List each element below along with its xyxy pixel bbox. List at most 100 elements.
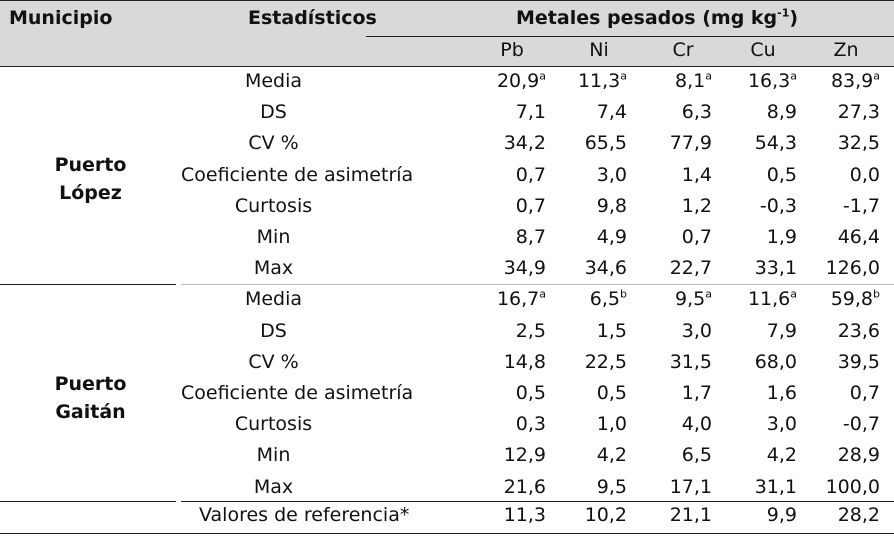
table-cell: -0,7	[843, 415, 880, 434]
reference-separator-municipio	[0, 501, 176, 502]
table-cell: 7,9	[767, 321, 797, 341]
row-stat-label: Media	[244, 70, 303, 92]
cell-value: 8,1	[675, 70, 706, 92]
reference-label: Valores de referencia*	[199, 504, 410, 526]
cell-value: 8,7	[515, 226, 546, 248]
row-stat-label: Curtosis	[234, 413, 313, 436]
table-cell: 22,7	[670, 259, 712, 278]
cell-value: 46,4	[837, 226, 880, 248]
table-cell: -0,3	[759, 194, 797, 217]
cell-value: 0,3	[515, 413, 546, 436]
cell-value: 0,7	[515, 163, 546, 186]
table-cell: 22,5	[585, 352, 627, 372]
table-cell: 0,5	[597, 384, 627, 403]
table-cell: 0,0	[849, 163, 880, 186]
cell-value: 11,6	[747, 288, 791, 311]
table-cell: 14,8	[504, 352, 546, 372]
cell-superscript: a	[873, 69, 880, 83]
group-separator	[181, 284, 894, 285]
table-cell: 34,9	[504, 259, 546, 278]
reference-separator	[181, 501, 894, 502]
table-cell: 12,9	[504, 446, 546, 465]
table-cell: 17,1	[669, 475, 712, 498]
cell-superscript: a	[620, 69, 627, 83]
row-stat-label: Min	[256, 226, 291, 248]
table-cell: 8,9	[767, 103, 797, 122]
reference-value: 9,9	[766, 504, 797, 526]
cell-superscript: a	[790, 288, 797, 302]
table-cell: 3,0	[767, 415, 797, 434]
table-cell: 3,0	[597, 165, 627, 185]
row-stat-label: Curtosis	[234, 194, 313, 217]
cell-value: 9,5	[675, 288, 706, 311]
column-header-cr: Cr	[672, 39, 694, 61]
header-estadisticos: Estadísticos	[248, 7, 377, 29]
cell-value: 4,2	[596, 444, 627, 467]
cell-value: 1,0	[596, 413, 627, 436]
cell-value: 0,5	[596, 382, 627, 404]
cell-value: 0,7	[681, 226, 712, 248]
column-header-zn: Zn	[833, 39, 859, 61]
cell-value: 6,5	[681, 444, 712, 467]
cell-value: 16,7	[496, 288, 540, 311]
table-cell: 1,5	[597, 321, 627, 341]
table-cell: 23,6	[838, 321, 880, 341]
cell-value: 31,1	[754, 475, 797, 498]
municipio-label: Puerto Gaitán	[3, 370, 178, 426]
table-cell: 16,7a	[496, 288, 546, 311]
cell-value: 34,9	[503, 257, 546, 280]
cell-value: 7,1	[515, 101, 546, 124]
table-cell: 1,2	[681, 194, 712, 217]
cell-value: 65,5	[584, 132, 627, 155]
table-cell: 100,0	[825, 475, 880, 498]
cell-value: 1,2	[681, 194, 712, 217]
cell-value: 0,7	[849, 382, 880, 404]
table-cell: 0,5	[516, 384, 546, 403]
column-header-ni: Ni	[589, 39, 609, 61]
cell-value: 12,9	[503, 444, 546, 467]
row-stat-label: CV %	[248, 132, 299, 155]
cell-value: 1,4	[681, 163, 712, 186]
cell-value: 9,5	[596, 475, 627, 498]
cell-value: 0,0	[849, 163, 880, 186]
cell-value: 39,5	[837, 350, 880, 373]
cell-value: 126,0	[825, 257, 880, 280]
row-stat-label: Media	[244, 288, 303, 311]
cell-value: 4,9	[596, 226, 627, 248]
table-cell: 34,6	[585, 259, 627, 278]
table-cell: 0,5	[767, 165, 797, 185]
metales-underline	[366, 36, 894, 37]
table-cell: 8,7	[516, 228, 546, 247]
cell-value: 34,2	[503, 132, 546, 155]
cell-value: -0,3	[759, 194, 797, 217]
table-cell: 4,2	[597, 446, 627, 465]
table-cell: 31,5	[669, 350, 712, 373]
cell-value: 16,3	[747, 70, 791, 92]
municipio-line-2: Gaitán	[55, 400, 126, 423]
table-cell: 11,6a	[747, 288, 797, 311]
cell-value: 17,1	[669, 475, 712, 498]
cell-superscript: a	[705, 288, 712, 302]
cell-value: 100,0	[825, 475, 880, 498]
header-bottom-rule	[0, 66, 894, 67]
cell-superscript: a	[539, 288, 546, 302]
table-cell: 20,9a	[497, 71, 546, 91]
table-cell: 1,7	[682, 384, 712, 403]
table-cell: 32,5	[838, 134, 880, 153]
table-cell: 77,9	[670, 134, 712, 153]
table-cell: 6,5	[682, 446, 712, 465]
cell-value: 1,9	[766, 226, 797, 248]
municipio-line-1: Puerto	[54, 372, 127, 395]
table-cell: 33,1	[755, 259, 797, 278]
table-cell: 0,7	[850, 384, 880, 403]
table-cell: 54,3	[755, 134, 797, 153]
table-cell: 1,0	[597, 415, 627, 434]
row-stat-label: CV %	[248, 350, 299, 373]
municipio-label: Puerto López	[3, 151, 178, 207]
cell-value: 7,4	[596, 101, 627, 124]
cell-value: 31,5	[669, 350, 712, 373]
table-cell: 34,2	[504, 134, 546, 153]
cell-superscript: b	[620, 288, 627, 302]
table-cell: 3,0	[682, 321, 712, 341]
table-cell: 11,3a	[578, 69, 627, 91]
